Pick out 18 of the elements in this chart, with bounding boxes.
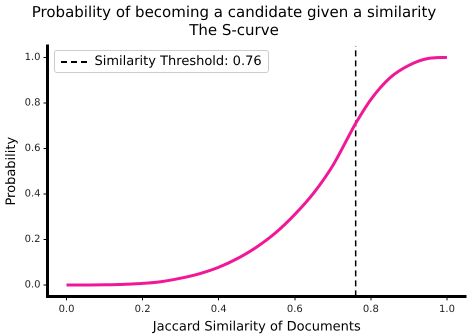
y-axis-title: Probability <box>4 136 20 206</box>
y-tick-label: 0.6 <box>24 143 41 154</box>
x-tick-label: 0.0 <box>58 304 74 315</box>
x-tick-label: 0.4 <box>210 304 227 315</box>
chart-title: Probability of becoming a candidate given a similarity <box>32 2 436 21</box>
x-tick-label: 0.8 <box>362 304 379 315</box>
y-tick-label: 0.0 <box>24 280 41 291</box>
y-tick-label: 0.2 <box>24 234 41 246</box>
y-tick-label: 0.8 <box>24 98 41 109</box>
x-tick-label: 1.0 <box>439 304 455 315</box>
x-axis-title: Jaccard Similarity of Documents <box>152 320 361 335</box>
chart-subtitle: The S-curve <box>188 20 279 39</box>
ref-line-label: Similarity Threshold: 0.76 <box>94 54 262 69</box>
line-series <box>65 56 448 287</box>
y-tick-label: 1.0 <box>24 52 41 63</box>
x-tick-label: 0.2 <box>134 304 151 315</box>
x-tick-label: 0.6 <box>286 304 303 315</box>
y-tick-label: 0.4 <box>24 188 41 200</box>
